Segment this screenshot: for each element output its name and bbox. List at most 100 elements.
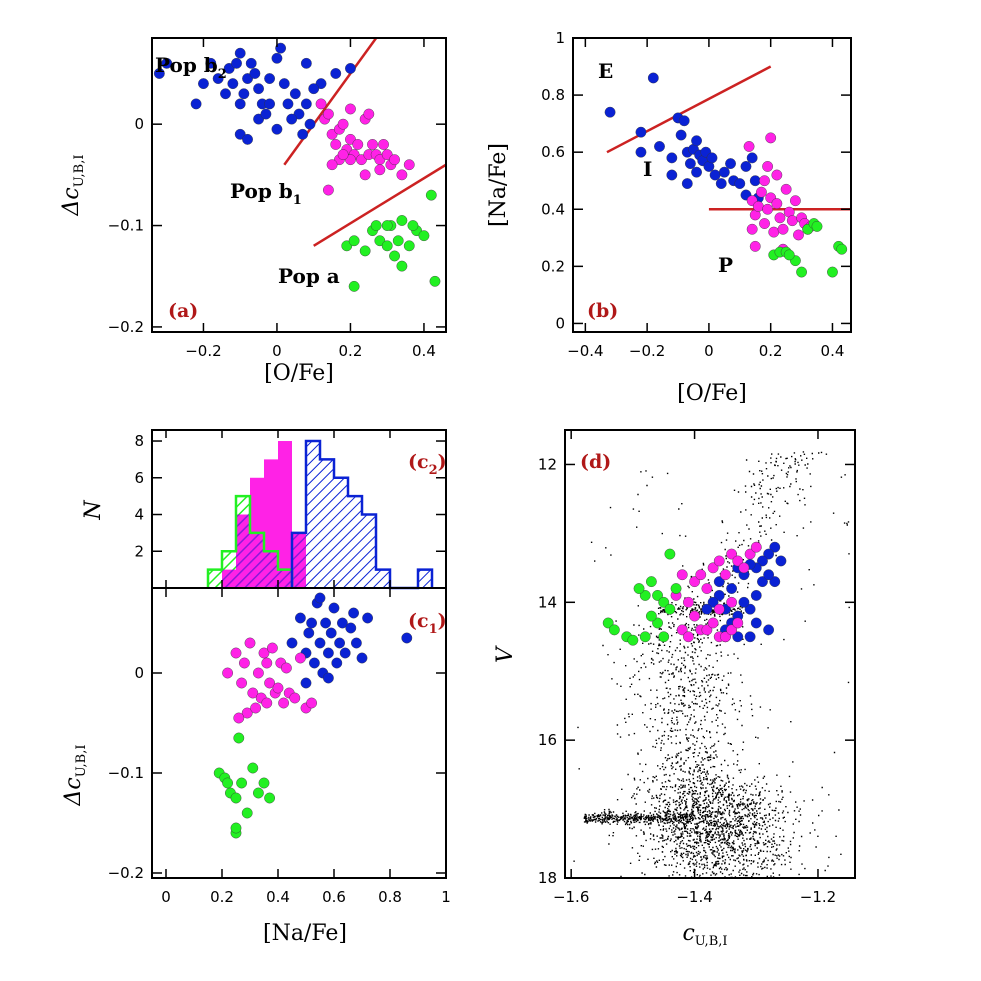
panel-b-xtick-label: 0 [704, 342, 714, 360]
panel-a-xlabel: [O/Fe] [264, 361, 334, 386]
panel-c1: 0 0.2 0.4 0.6 0.8 1 −0.2 −0.1 0 (c1) [Na/Fe] ΔcU… [61, 587, 451, 946]
panel-b-point-green [783, 249, 795, 261]
panel-a-point-blue [300, 98, 312, 110]
panel-c2-ticks: 2 4 6 8 [134, 430, 447, 588]
panel-a-point-blue [242, 133, 253, 145]
panel-a-divider-line [313, 163, 446, 247]
panel-d-point-magenta [713, 555, 725, 567]
panel-a-ticks: −0.2 0 0.2 0.4 −0.2 −0.1 0 [108, 38, 446, 360]
panel-c1-xlabel: [Na/Fe] [263, 921, 347, 946]
panel-d-point-green [608, 624, 620, 636]
panel-b-point-magenta [768, 226, 780, 238]
panel-a-point-blue [275, 42, 287, 54]
panel-c1-point-magenta [261, 657, 273, 669]
panel-a-point-green [396, 215, 408, 226]
panel-d-ylabel: V [493, 645, 518, 663]
panel-a-point-blue [286, 113, 298, 125]
panel-c1-point-blue [339, 647, 351, 659]
panel-a-point-blue [260, 108, 272, 120]
panel-b-point-blue [684, 158, 696, 169]
panel-b-point-magenta [774, 212, 786, 224]
panel-b-point-green [811, 220, 823, 232]
panel-b-point-blue [666, 169, 678, 181]
region-p-label: P [718, 253, 733, 277]
panel-a-point-magenta [374, 164, 386, 176]
panel-b-ticks: −0.4 −0.2 0 0.2 0.4 0 0.2 0.4 0.6 0.8 1 [541, 29, 851, 360]
panel-b-point-blue [749, 175, 761, 187]
panel-d-point-magenta [720, 631, 731, 643]
panel-b-ytick-label: 0 [555, 314, 565, 332]
panel-b-point-blue [654, 141, 665, 152]
panel-d-point-magenta [707, 617, 719, 629]
panel-c1-ticks: 0 0.2 0.4 0.6 0.8 1 −0.2 −0.1 0 [108, 588, 451, 906]
panel-c1-point-green [230, 822, 242, 834]
panel-b-point-blue [666, 152, 678, 164]
panel-b-point-blue [734, 178, 746, 189]
panel-a-point-blue [330, 68, 342, 79]
panel-a-point-blue [264, 73, 275, 84]
hist-bar-blue [320, 459, 334, 588]
hist-bar-magenta [278, 441, 292, 588]
panel-c1-point-green [247, 762, 259, 774]
panel-d-marks [573, 451, 850, 878]
panel-c1-point-magenta [247, 687, 259, 699]
panel-c2-ylabel: N [81, 500, 106, 521]
hist-bar-blue [334, 477, 348, 588]
panel-c1-point-magenta [289, 692, 301, 704]
panel-c1-point-blue [300, 677, 312, 689]
panel-a-point-magenta [337, 118, 349, 130]
panel-d-xtick-label: −1.2 [800, 888, 836, 906]
panel-c1-point-green [241, 807, 253, 819]
panel-c1-xtick-label: 0.4 [266, 888, 290, 906]
panel-d-point-magenta [720, 569, 731, 581]
panel-b-ylabel: [Na/Fe] [486, 143, 511, 227]
panel-a-point-blue [234, 47, 246, 59]
panel-c2-tag: (c2) [408, 451, 447, 478]
panel-a-ytick-label: −0.2 [108, 318, 144, 336]
panel-c1-point-magenta [238, 657, 250, 669]
panel-a-point-blue [271, 123, 283, 135]
panel-c1-point-green [230, 792, 242, 804]
panel-c1-point-magenta [266, 642, 278, 654]
panel-a-point-blue [231, 57, 242, 69]
panel-d-point-blue [763, 548, 775, 560]
panel-b-point-magenta [756, 186, 767, 198]
panel-b: −0.4 −0.2 0 0.2 0.400.20.40.60.81 (b) E I P … [486, 29, 852, 406]
panel-d-point-blue [757, 576, 768, 588]
panel-b-point-green [836, 243, 848, 255]
panel-d-ticks: −1.6 −1.4 −1.2 12 14 16 18 [538, 430, 855, 906]
panel-a-point-magenta [396, 169, 408, 181]
panel-b-point-magenta [759, 218, 770, 229]
panel-c1-point-blue [325, 627, 337, 639]
panel-b-point-magenta [759, 175, 770, 187]
panel-a-point-blue [300, 57, 312, 69]
panel-d-point-magenta [683, 596, 694, 608]
panel-c1-point-blue [331, 657, 343, 669]
panel-c1-point-green [233, 732, 245, 744]
panel-a-xtick-label: 0.2 [339, 342, 363, 360]
panel-b-point-magenta [771, 169, 783, 181]
panel-d-point-blue [744, 603, 756, 615]
panel-c2-ytick-label: 4 [134, 506, 144, 524]
panel-c2-ytick-label: 2 [134, 542, 144, 560]
panel-b-point-magenta [793, 229, 804, 241]
panel-d-point-green [652, 617, 663, 629]
panel-a-point-blue [297, 128, 309, 140]
panel-a-point-blue [282, 98, 294, 110]
panel-b-point-magenta [762, 203, 773, 215]
panel-b-point-blue [681, 178, 693, 189]
panel-d-point-green [639, 631, 651, 643]
panel-c1-point-blue [328, 602, 340, 614]
panel-a-point-magenta [389, 154, 400, 166]
panel-a-xtick-label: 0 [272, 342, 282, 360]
panel-c1-point-blue [314, 592, 326, 604]
panel-a-point-blue [190, 98, 202, 110]
panel-b-ytick-label: 0.6 [541, 143, 565, 161]
panel-d-point-blue [713, 590, 725, 601]
panel-a-point-green [392, 235, 404, 247]
panel-a-point-blue [304, 118, 316, 130]
panel-d-point-green [602, 617, 614, 629]
panel-c1-xtick-label: 0.6 [322, 888, 346, 906]
panel-a-xtick-label: −0.2 [185, 342, 221, 360]
panel-b-point-blue [691, 135, 702, 147]
